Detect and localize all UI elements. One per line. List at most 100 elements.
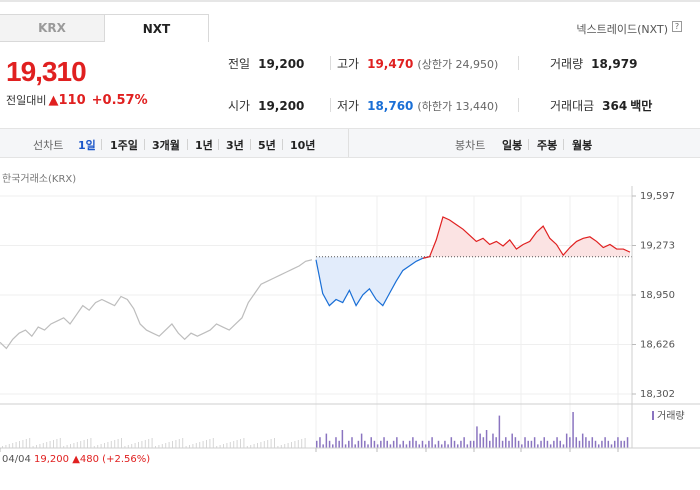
volume-bar — [617, 437, 619, 448]
y-tick-label: 18,950 — [640, 290, 675, 301]
volume-bar — [623, 440, 626, 448]
volume-bar — [335, 437, 337, 448]
prev-volume-bar — [134, 443, 136, 448]
prev-volume-bar — [141, 441, 143, 448]
change-percent: +0.57% — [91, 93, 148, 108]
period-10y[interactable]: 10년 — [290, 139, 316, 152]
stat-open-value: 19,200 — [258, 99, 305, 113]
chart-lines — [0, 216, 632, 350]
prev-volume-bar — [87, 439, 88, 448]
up-line — [422, 216, 631, 259]
stat-high-value: 19,470 — [367, 57, 414, 71]
volume-bar — [585, 437, 587, 448]
volume-bar — [556, 437, 558, 448]
volume-bar — [476, 426, 478, 448]
period-3y[interactable]: 3년 — [226, 139, 244, 152]
prev-volume-bar — [49, 441, 51, 448]
stat-low-value: 18,760 — [367, 99, 414, 113]
volume-bar — [553, 440, 555, 448]
prev-volume-bar — [121, 438, 122, 448]
volume-bar — [562, 444, 565, 448]
prev-volume-bar — [284, 444, 286, 448]
prev-volume-bar — [158, 445, 160, 448]
candle-monthly[interactable]: 월봉 — [572, 139, 593, 152]
volume-bar — [530, 440, 533, 448]
volume-bar — [591, 437, 594, 448]
volume-bar — [389, 444, 392, 448]
down-area — [316, 256, 430, 306]
prev-volume-bar — [226, 443, 228, 448]
volume-bar — [482, 437, 485, 448]
prev-volume-bar — [5, 445, 7, 448]
prev-volume-bar — [70, 444, 71, 448]
volume-bar — [463, 437, 465, 448]
volume-bar — [508, 440, 510, 448]
prev-volume-bar — [280, 445, 282, 448]
volume-bar — [479, 433, 481, 448]
prev-volume-bar — [83, 440, 85, 448]
candle-weekly[interactable]: 주봉 — [537, 139, 558, 152]
period-5y[interactable]: 5년 — [258, 139, 276, 152]
prev-day-price: 19,200 — [34, 454, 70, 465]
stat-open-label: 시가 — [228, 99, 251, 113]
help-icon[interactable]: ? — [672, 21, 682, 32]
volume-bar — [370, 437, 372, 448]
period-3m[interactable]: 3개월 — [152, 139, 180, 152]
prev-volume-bar — [19, 441, 20, 448]
volume-bar — [421, 440, 424, 448]
prev-volume-bar — [8, 444, 10, 448]
prev-volume-bar — [161, 444, 163, 448]
volume-bar — [607, 440, 610, 448]
volume-bar — [415, 440, 417, 448]
prev-volume-bar — [274, 438, 275, 448]
volume-bar — [543, 437, 545, 448]
volume-bar — [549, 444, 552, 448]
divider — [518, 56, 519, 70]
candle-chart-label: 봉차트 — [455, 139, 486, 152]
prev-volume-bar — [100, 444, 102, 448]
volume-bar — [594, 440, 597, 448]
volume-bar — [537, 444, 539, 448]
volume-bar — [546, 440, 549, 448]
prev-volume-bar — [12, 443, 14, 448]
stat-volume-label: 거래량 — [550, 57, 584, 71]
prev-volume-bar — [192, 444, 194, 448]
candle-daily[interactable]: 일봉 — [502, 139, 523, 152]
volume-bar — [328, 440, 331, 448]
prev-volume-bar — [90, 438, 92, 448]
divider — [563, 139, 564, 150]
tab-nxt[interactable]: NXT — [104, 14, 209, 42]
volume-bar — [588, 440, 590, 448]
prev-volume-bar — [206, 440, 207, 448]
prev-volume-bar — [39, 444, 41, 448]
volume-bar — [466, 444, 469, 448]
prev-volume-bar — [233, 441, 235, 448]
volume-bar — [450, 437, 453, 448]
volume-bar — [357, 440, 360, 448]
tab-krx[interactable]: KRX — [0, 14, 104, 42]
period-1w[interactable]: 1주일 — [110, 139, 138, 152]
period-1y[interactable]: 1년 — [195, 139, 213, 152]
volume-bar — [325, 433, 328, 448]
volume-bar — [597, 444, 600, 448]
market-label: 넥스트레이드(NXT) — [576, 23, 668, 36]
prev-volume-bar — [294, 441, 296, 448]
volume-legend-swatch — [652, 411, 654, 420]
stat-high: 고가 19,470 (상한가 24,950) — [337, 55, 498, 72]
prev-volume-bar — [66, 445, 68, 448]
period-1d[interactable]: 1일 — [78, 139, 96, 152]
prev-volume-bar — [297, 440, 299, 448]
prev-volume-bar — [155, 446, 156, 448]
divider — [101, 139, 102, 150]
chart-grid — [0, 195, 632, 448]
chart-axes: 19,59719,27318,95018,62618,30204/0710:00… — [0, 186, 700, 452]
prev-volume-bar — [73, 443, 75, 448]
prev-volume-bar — [76, 442, 78, 448]
stat-volume: 거래량 18,979 — [550, 55, 637, 72]
prev-volume-bar — [178, 439, 180, 448]
volume-bar — [620, 440, 622, 448]
volume-bar — [348, 440, 350, 448]
divider — [330, 98, 331, 112]
prev-volume-bar — [114, 440, 116, 448]
prev-volume-bar — [59, 438, 61, 448]
